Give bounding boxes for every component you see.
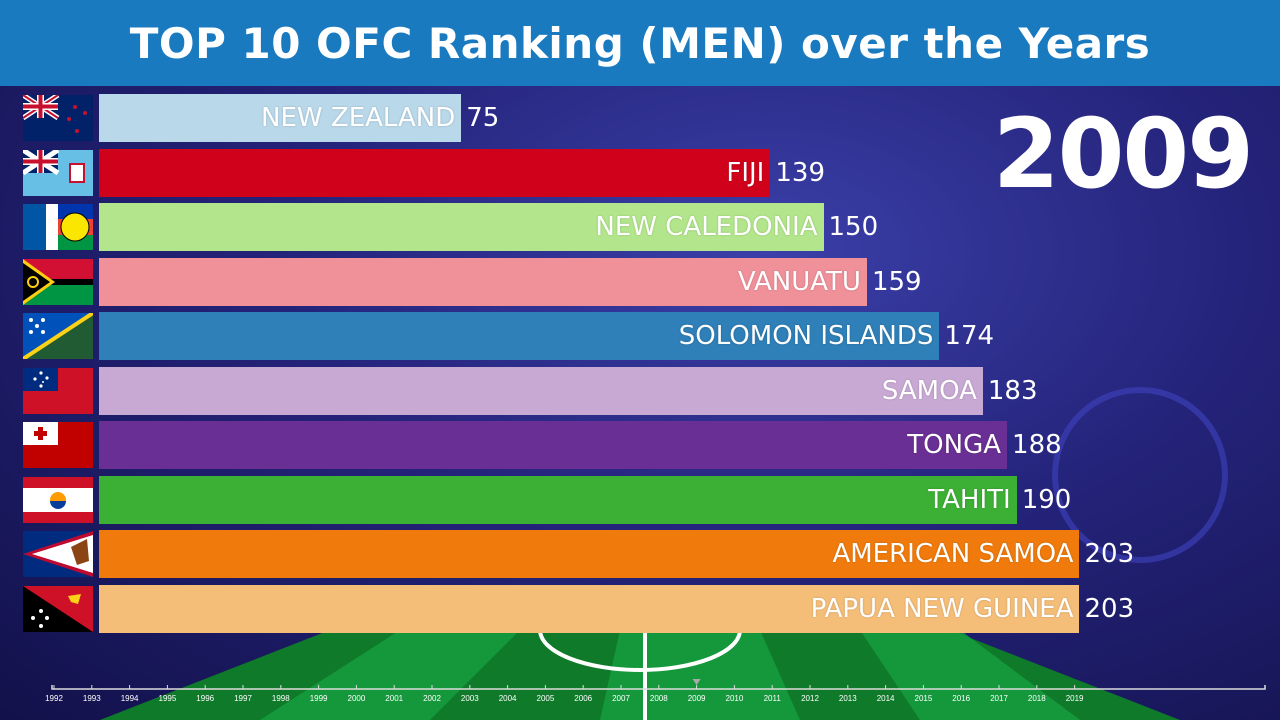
bar-label: PAPUA NEW GUINEA [810, 593, 1074, 624]
bar-label: FIJI [726, 157, 765, 188]
timeline-year-label: 2019 [1066, 694, 1084, 703]
solomon-islands-flag-icon [23, 313, 93, 359]
timeline-year-label: 2011 [764, 694, 782, 703]
timeline-year-label: 2015 [915, 694, 933, 703]
bar-value: 159 [871, 266, 922, 297]
bar: NEW ZEALAND [99, 94, 462, 142]
timeline-year-label: 2018 [1028, 694, 1046, 703]
vanuatu-flag-icon [23, 258, 93, 305]
tonga-flag-icon [23, 422, 93, 468]
bar: NEW CALEDONIA [99, 203, 824, 251]
bar-label: TAHITI [928, 484, 1011, 515]
timeline-year-label: 2000 [348, 694, 366, 703]
timeline-year-label: 1998 [272, 694, 290, 703]
bar-label: NEW CALEDONIA [595, 212, 818, 242]
bar: VANUATU [99, 257, 867, 306]
timeline-year-label: 2012 [801, 694, 819, 703]
timeline-year-label: 1994 [121, 694, 139, 703]
tahiti-flag-icon [23, 476, 93, 523]
timeline-year-label: 2006 [574, 694, 592, 703]
bar: SOLOMON ISLANDS [99, 312, 940, 360]
timeline-year-label: 1992 [45, 694, 63, 703]
timeline-year-label: 2001 [385, 694, 403, 703]
timeline-current-marker[interactable] [692, 679, 701, 685]
bar-value: 150 [828, 212, 879, 242]
fiji-flag-icon [23, 149, 93, 196]
timeline-year-label: 2003 [461, 694, 479, 703]
bar-label: SAMOA [881, 375, 977, 406]
timeline-year-label: 2002 [423, 694, 441, 703]
american-samoa-flag-icon [23, 531, 93, 577]
bar-value: 139 [775, 157, 825, 188]
timeline-year-label: 2009 [688, 694, 706, 703]
timeline-year-label: 2010 [726, 694, 744, 703]
timeline-year-label: 2014 [877, 694, 895, 703]
timeline-year-label: 2005 [537, 694, 555, 703]
bar-value: 75 [466, 103, 500, 133]
bar: AMERICAN SAMOA [99, 530, 1080, 578]
current-year: 2009 [992, 98, 1254, 210]
bar: TAHITI [99, 475, 1017, 524]
timeline-year-label: 2016 [952, 694, 970, 703]
chart-title: TOP 10 OFC Ranking (MEN) over the Years [129, 18, 1151, 68]
bar-value: 174 [944, 321, 995, 351]
timeline-year-label: 1997 [234, 694, 252, 703]
timeline-year-label: 2013 [839, 694, 857, 703]
bar-value: 190 [1021, 484, 1072, 515]
header: TOP 10 OFC Ranking (MEN) over the Years [0, 0, 1280, 86]
timeline-year-label: 1995 [159, 694, 177, 703]
timeline-year-label: 2008 [650, 694, 668, 703]
new-caledonia-flag-icon [23, 204, 93, 250]
bar-value: 188 [1012, 430, 1062, 460]
bar-label: AMERICAN SAMOA [832, 539, 1074, 569]
bar: TONGA [99, 421, 1008, 469]
timeline-year-label: 2007 [612, 694, 630, 703]
bar-label: TONGA [907, 430, 1002, 460]
timeline-year-label: 2004 [499, 694, 517, 703]
bar: PAPUA NEW GUINEA [99, 584, 1080, 633]
bar-label: VANUATU [737, 266, 861, 297]
timeline-year-label: 1993 [83, 694, 101, 703]
bar-value: 203 [1084, 593, 1135, 624]
bar-label: SOLOMON ISLANDS [678, 321, 934, 351]
bar-value: 183 [987, 375, 1038, 406]
papua-new-guinea-flag-icon [23, 585, 93, 632]
bar: FIJI [99, 148, 771, 197]
bar-label: NEW ZEALAND [261, 103, 456, 133]
bar: SAMOA [99, 366, 983, 415]
timeline-year-label: 1999 [310, 694, 328, 703]
timeline-year-label: 2017 [990, 694, 1008, 703]
samoa-flag-icon [23, 367, 93, 414]
bar-value: 203 [1084, 539, 1135, 569]
timeline-year-label: 1996 [196, 694, 214, 703]
new-zealand-flag-icon [23, 95, 93, 141]
